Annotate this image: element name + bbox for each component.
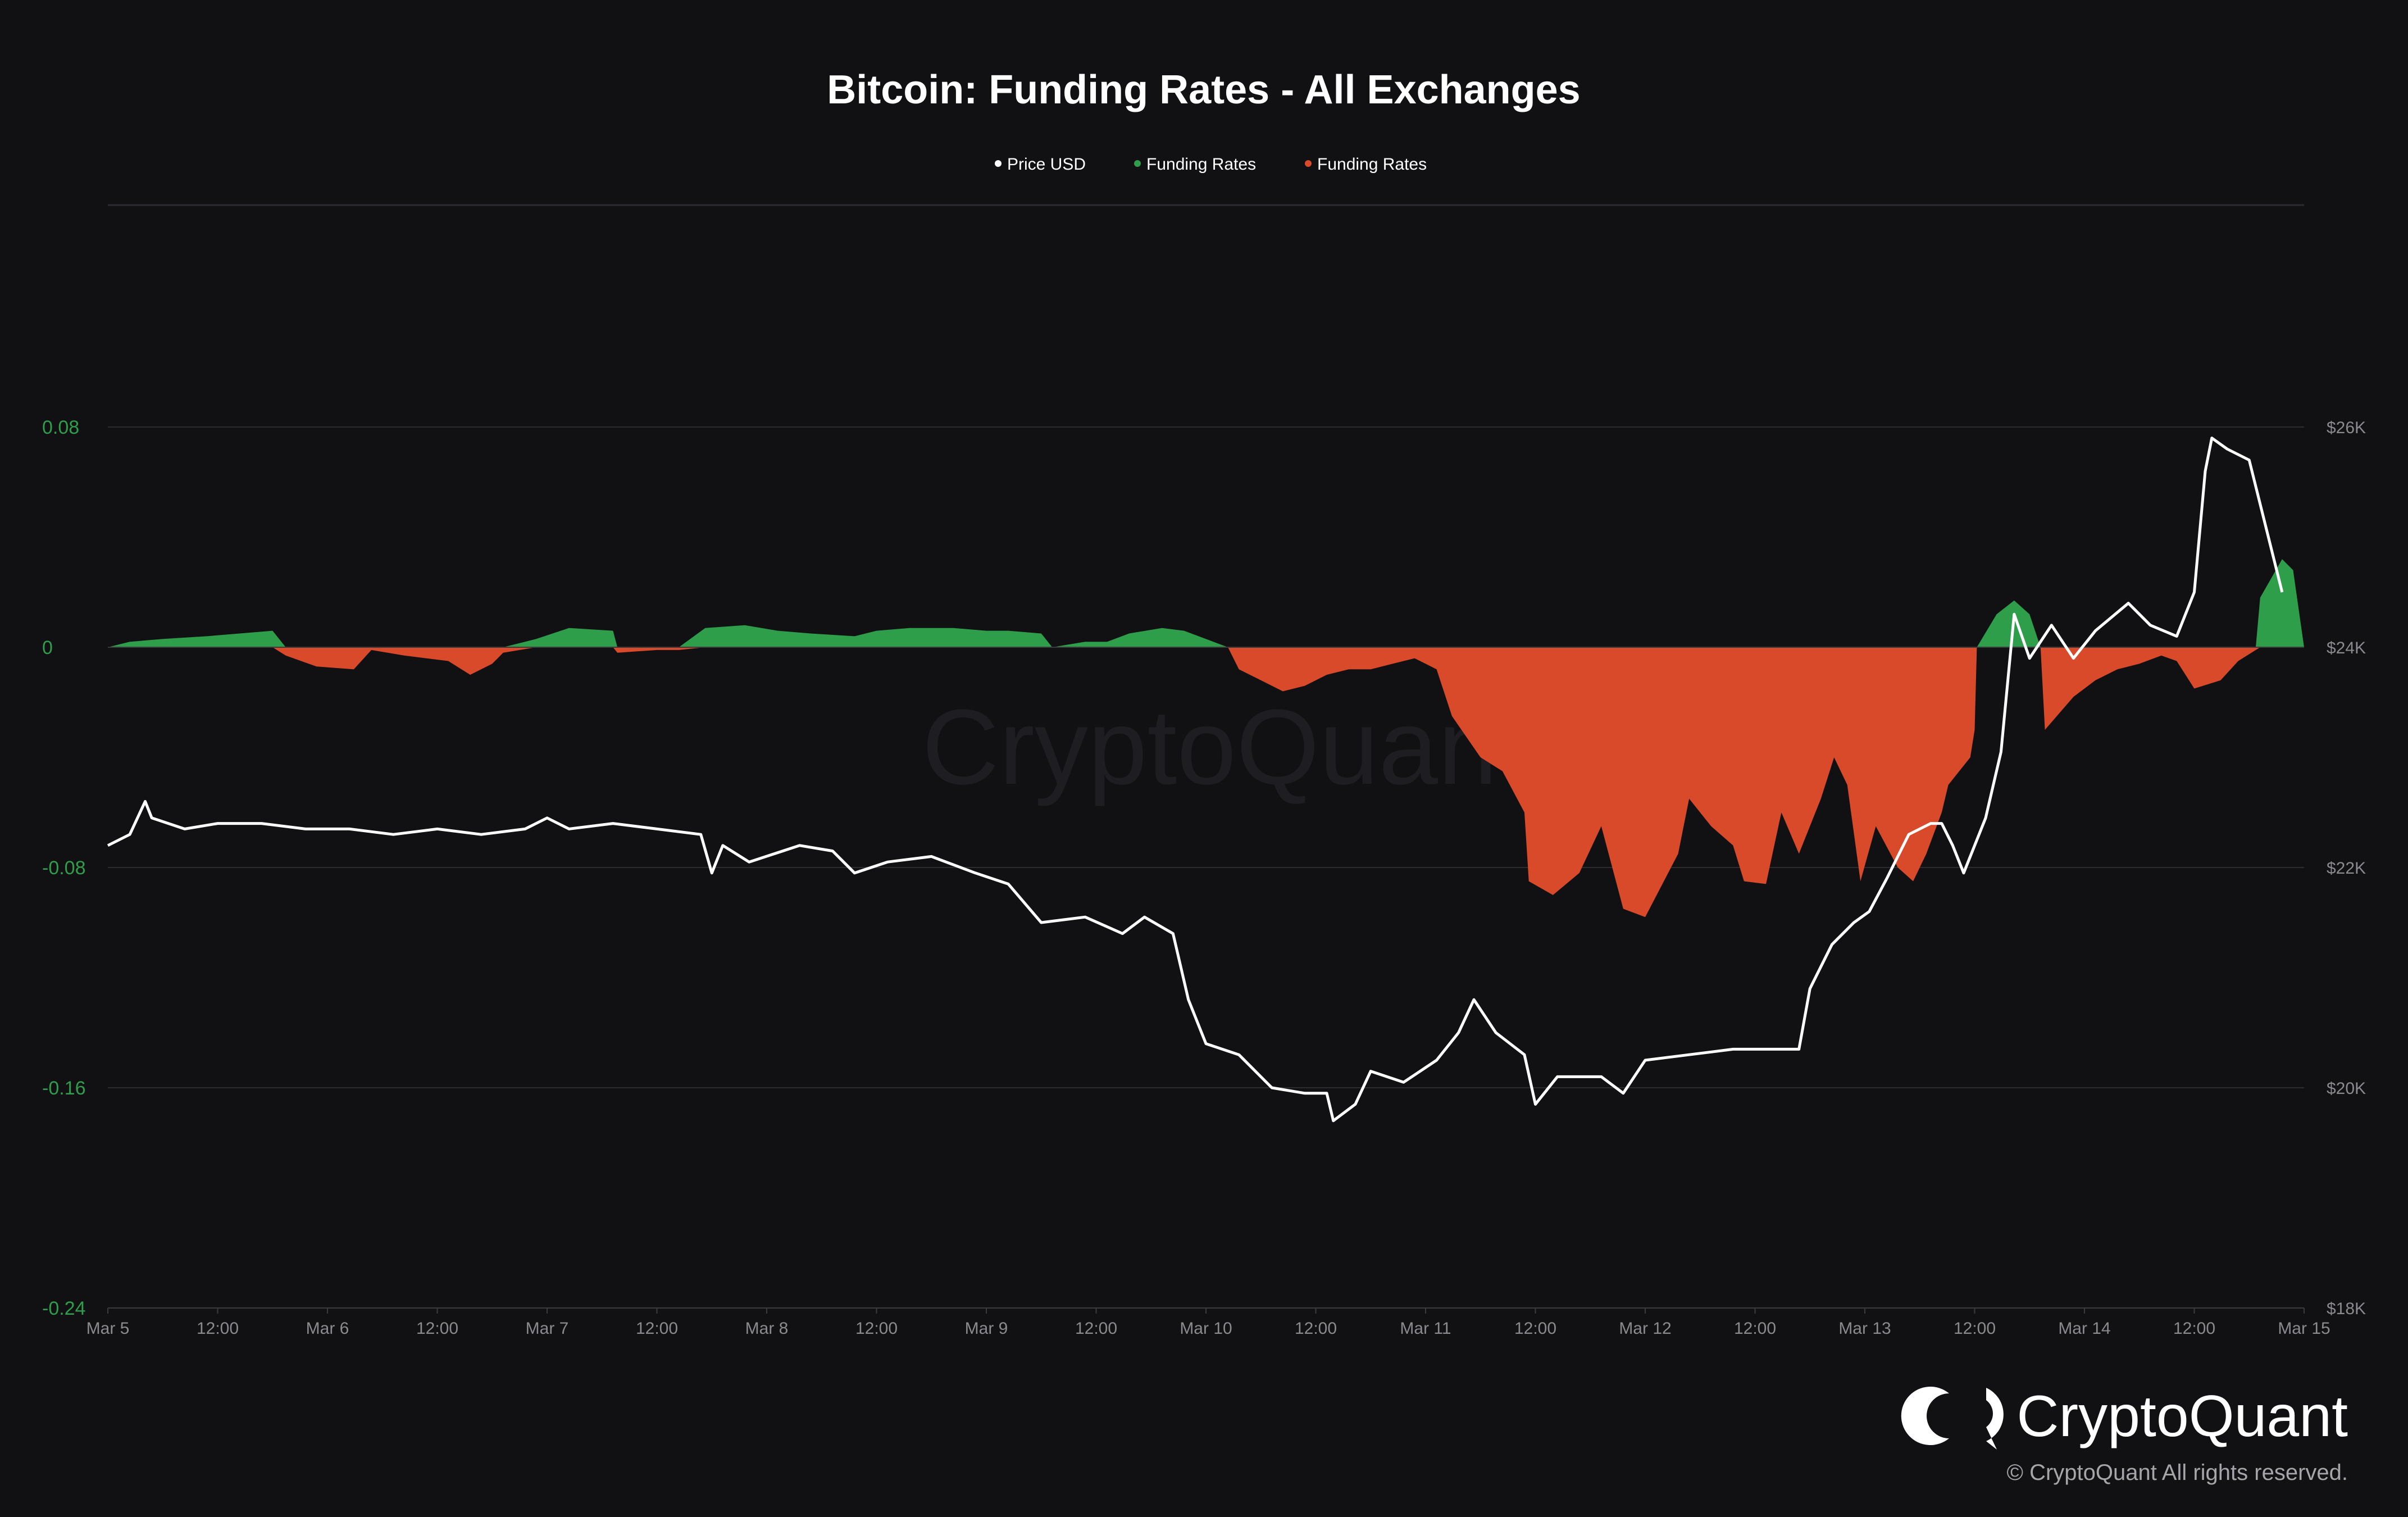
x-tick-label: 12:00: [197, 1319, 239, 1338]
x-tick-label: Mar 11: [1400, 1319, 1451, 1338]
x-axis-ticks: Mar 5 12:00 Mar 6 12:00 Mar 7 12:00 Mar 8 12:00…: [87, 1308, 2330, 1338]
watermark: CryptoQuant: [922, 688, 1527, 807]
chart-title: Bitcoin: Funding Rates - All Exchanges: [827, 67, 1580, 112]
legend-funding-positive-dot: [1134, 160, 1141, 167]
x-tick-label: 12:00: [1734, 1319, 1776, 1338]
right-axis-ticks: $26K $24K $22K $20K $18K: [2327, 419, 2366, 1318]
x-tick-label: 12:00: [1295, 1319, 1337, 1338]
x-tick-label: Mar 5: [87, 1319, 130, 1338]
legend-price-dot: [995, 160, 1002, 167]
copyright: © CryptoQuant All rights reserved.: [2007, 1460, 2348, 1485]
x-tick-label: Mar 12: [1619, 1319, 1671, 1338]
legend: Price USD Funding Rates Funding Rates: [995, 155, 1427, 174]
right-tick-label: $24K: [2327, 639, 2366, 657]
price-line-group: [107, 437, 2284, 1123]
legend-funding-negative-dot: [1305, 160, 1312, 167]
left-tick-label: 0: [42, 637, 53, 658]
x-tick-label: Mar 14: [2058, 1319, 2110, 1338]
legend-price-label[interactable]: Price USD: [1007, 155, 1086, 174]
right-tick-label: $18K: [2327, 1300, 2366, 1318]
x-tick-label: 12:00: [416, 1319, 458, 1338]
x-tick-label: Mar 7: [526, 1319, 569, 1338]
left-tick-label: 0.08: [42, 417, 79, 438]
x-tick-label: Mar 6: [306, 1319, 349, 1338]
x-tick-label: Mar 9: [965, 1319, 1008, 1338]
price-line: [107, 437, 2284, 1123]
x-tick-label: Mar 8: [745, 1319, 789, 1338]
right-tick-label: $26K: [2327, 419, 2366, 437]
x-tick-label: 12:00: [2173, 1319, 2215, 1338]
x-tick-label: 12:00: [855, 1319, 898, 1338]
x-tick-label: Mar 13: [1838, 1319, 1891, 1338]
left-tick-label: -0.16: [42, 1078, 86, 1099]
x-tick-label: Mar 15: [2278, 1319, 2330, 1338]
logo-mark-inner-icon: [1986, 1388, 2004, 1450]
right-tick-label: $20K: [2327, 1079, 2366, 1098]
left-axis-ticks: 0.08 0 -0.08 -0.16 -0.24: [42, 417, 86, 1319]
logo-mark-icon: [1901, 1387, 1949, 1445]
x-tick-label: 12:00: [636, 1319, 678, 1338]
left-tick-label: -0.08: [42, 857, 86, 879]
x-tick-label: 12:00: [1514, 1319, 1556, 1338]
x-tick-label: 12:00: [1075, 1319, 1117, 1338]
brand-name: CryptoQuant: [2016, 1384, 2348, 1449]
legend-funding-negative-label[interactable]: Funding Rates: [1317, 155, 1427, 174]
right-tick-label: $22K: [2327, 859, 2366, 878]
funding-negative-area: [108, 647, 2304, 918]
legend-funding-positive-label[interactable]: Funding Rates: [1146, 155, 1256, 174]
left-tick-label: -0.24: [42, 1298, 86, 1319]
x-tick-label: Mar 10: [1180, 1319, 1232, 1338]
funding-area: [108, 559, 2304, 918]
x-tick-label: 12:00: [1954, 1319, 1996, 1338]
cryptoquant-logo: CryptoQuant © CryptoQuant All rights res…: [1901, 1384, 2348, 1485]
